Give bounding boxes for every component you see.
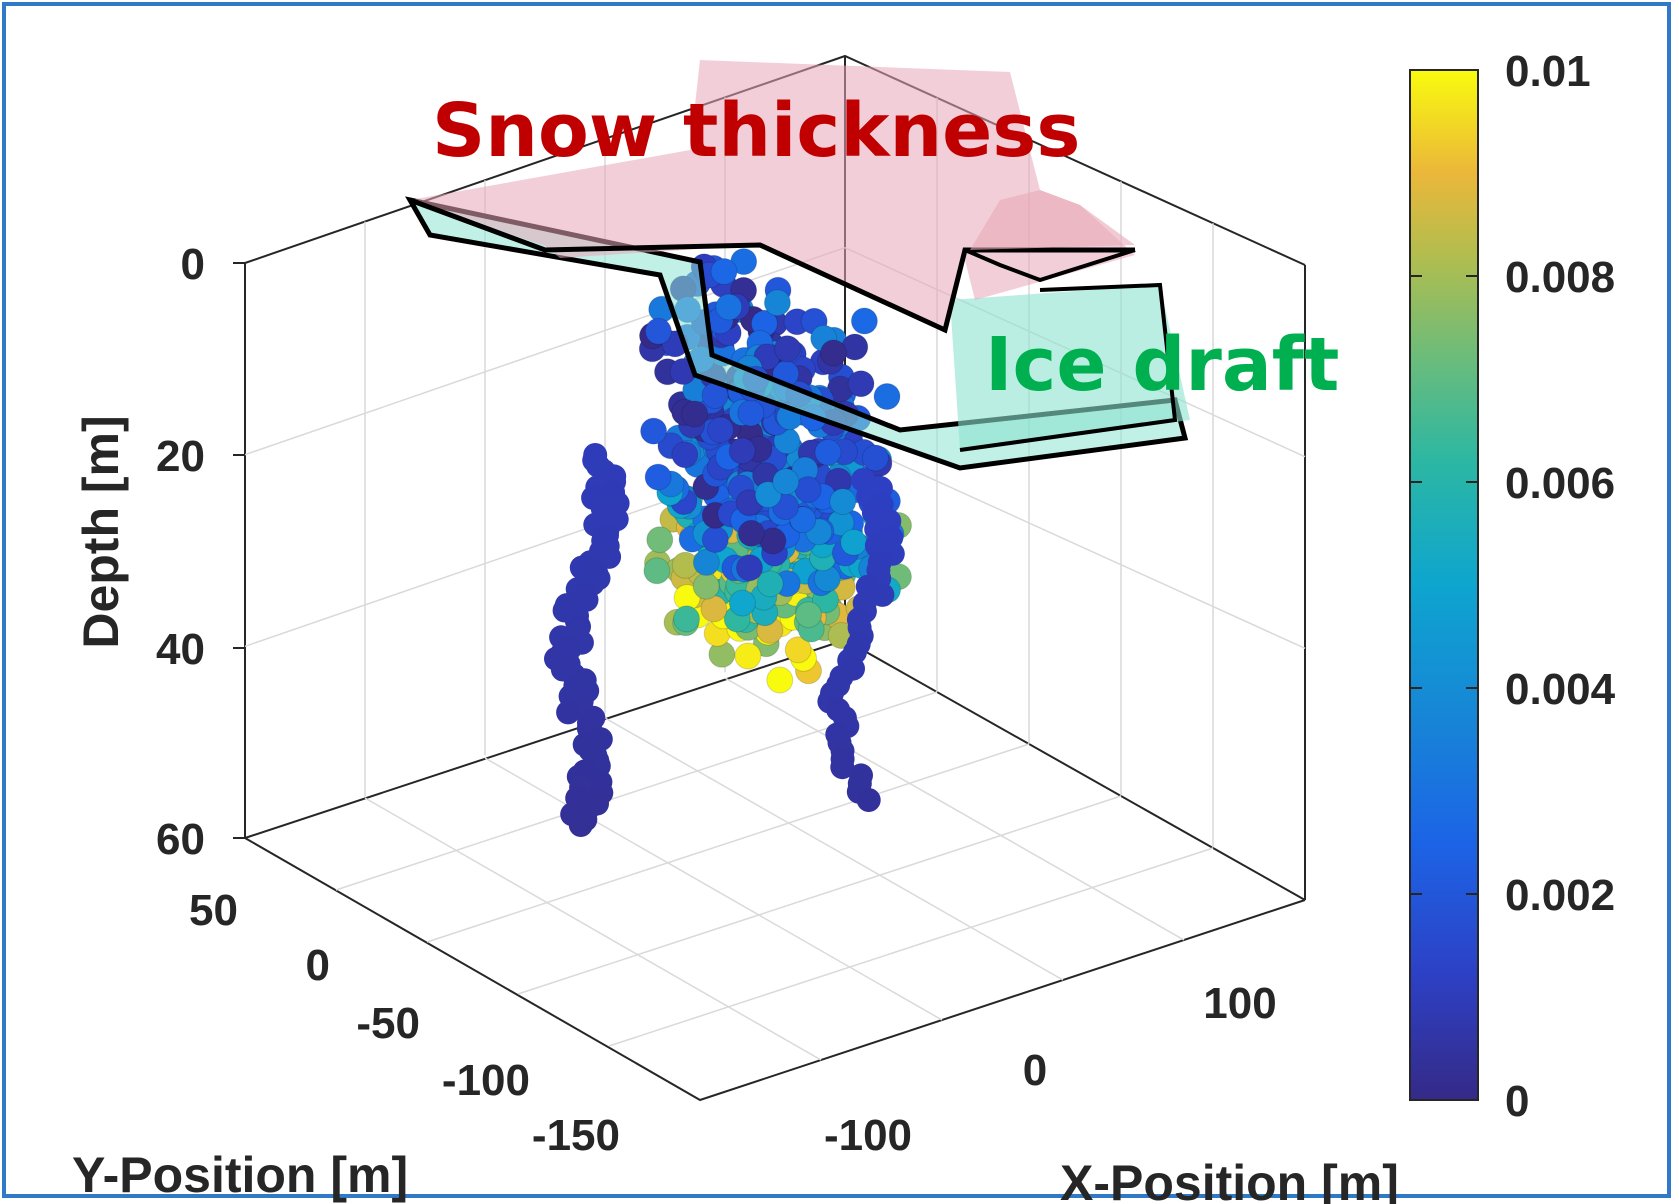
- colorbar-ramp: [1409, 69, 1479, 1101]
- scatter-point: [644, 317, 672, 345]
- scatter-point: [643, 557, 671, 585]
- snow-thickness-label: Snow thickness: [432, 88, 1080, 174]
- scatter-point: [728, 437, 756, 465]
- scatter-point: [692, 572, 720, 600]
- snow-right-block: [970, 190, 1135, 250]
- scatter-point: [763, 289, 791, 317]
- scatter-point: [840, 528, 868, 556]
- scatter-point: [728, 589, 756, 617]
- scatter-point: [646, 526, 674, 554]
- scatter-point: [710, 258, 738, 285]
- y-tick-label: -150: [532, 1111, 620, 1160]
- scatter-point: [814, 438, 842, 466]
- colorbar-tick-label: 0.002: [1505, 871, 1615, 920]
- x-axis-label: X-Position [m]: [1060, 1155, 1399, 1204]
- grid-line: [608, 847, 1214, 1047]
- ice-draft-edge: [959, 282, 1178, 452]
- scatter-point: [700, 595, 728, 623]
- scatter-point: [736, 554, 763, 582]
- scatter-point: [701, 526, 729, 553]
- grid-line: [426, 743, 1030, 943]
- z-tick-label: 60: [156, 815, 205, 864]
- scatter-point: [556, 700, 581, 725]
- z-axis-label: Depth [m]: [73, 415, 129, 648]
- x-tick-label: 0: [1023, 1046, 1047, 1095]
- scatter-point: [756, 570, 784, 598]
- x-tick-label: 100: [1203, 979, 1276, 1028]
- scatter-point: [830, 755, 855, 780]
- scatter-point: [820, 339, 847, 367]
- scatter-point: [644, 463, 672, 491]
- snow-thickness-edge: [409, 197, 1135, 334]
- scatter-point: [640, 417, 668, 445]
- scatter-point: [861, 444, 889, 472]
- grid-line: [517, 795, 1122, 995]
- scatter-point: [856, 788, 881, 812]
- scatter-point: [597, 544, 622, 569]
- colorbar-tick-label: 0.008: [1505, 253, 1615, 302]
- scatter-point: [568, 813, 593, 837]
- y-axis-label: Y-Position [m]: [72, 1147, 408, 1203]
- ice-draft-label: Ice draft: [985, 322, 1339, 408]
- tick-marks: [233, 262, 245, 839]
- colorbar-tick-label: 0.004: [1505, 665, 1616, 714]
- scatter-point: [772, 468, 800, 496]
- grid-line: [844, 438, 1306, 650]
- snow-thickness-surface: [410, 60, 1135, 330]
- scatter-point: [671, 441, 699, 469]
- scatter-point: [784, 636, 812, 664]
- scatter-point: [673, 605, 700, 633]
- scatter-point: [715, 293, 743, 321]
- y-tick-label: 50: [189, 886, 238, 935]
- y-tick-label: -100: [442, 1056, 530, 1105]
- colorbar-tick-label: 0.006: [1505, 459, 1615, 508]
- colorbar-tick-label: 0: [1505, 1077, 1529, 1126]
- ice-snow-surfaces: [405, 60, 1190, 471]
- scatter-point: [774, 335, 801, 363]
- scatter-point: [873, 383, 901, 410]
- scatter-point: [681, 400, 709, 428]
- grid-line: [364, 797, 822, 1061]
- z-tick-label: 20: [156, 432, 205, 481]
- scatter-point: [737, 399, 765, 427]
- scatter-point: [734, 642, 762, 670]
- scatter-points: [544, 248, 912, 837]
- scatter-point: [847, 370, 875, 398]
- scatter-point: [829, 488, 857, 516]
- grid-line: [724, 677, 1185, 941]
- scatter-point: [795, 601, 822, 629]
- scatter-point: [692, 548, 720, 576]
- scatter-point: [706, 416, 734, 444]
- z-tick-label: 0: [181, 240, 205, 289]
- ice-draft-right: [950, 285, 1190, 450]
- scatter-point: [737, 519, 765, 547]
- x-tick-label: -100: [824, 1111, 912, 1160]
- grid-line: [484, 757, 943, 1021]
- grid-line: [604, 717, 1064, 981]
- y-tick-label: 0: [306, 941, 330, 990]
- y-tick-label: -50: [356, 999, 420, 1048]
- scatter-point: [766, 666, 794, 694]
- colorbar: 0 0.002 0.004 0.006 0.008 0.01: [1409, 47, 1616, 1126]
- colorbar-ticks: 0 0.002 0.004 0.006 0.008 0.01: [1410, 47, 1616, 1126]
- scatter-point: [850, 307, 878, 335]
- snow-right-edge: [964, 248, 1136, 283]
- colorbar-tick-label: 0.01: [1505, 47, 1591, 96]
- z-tick-label: 40: [156, 625, 205, 674]
